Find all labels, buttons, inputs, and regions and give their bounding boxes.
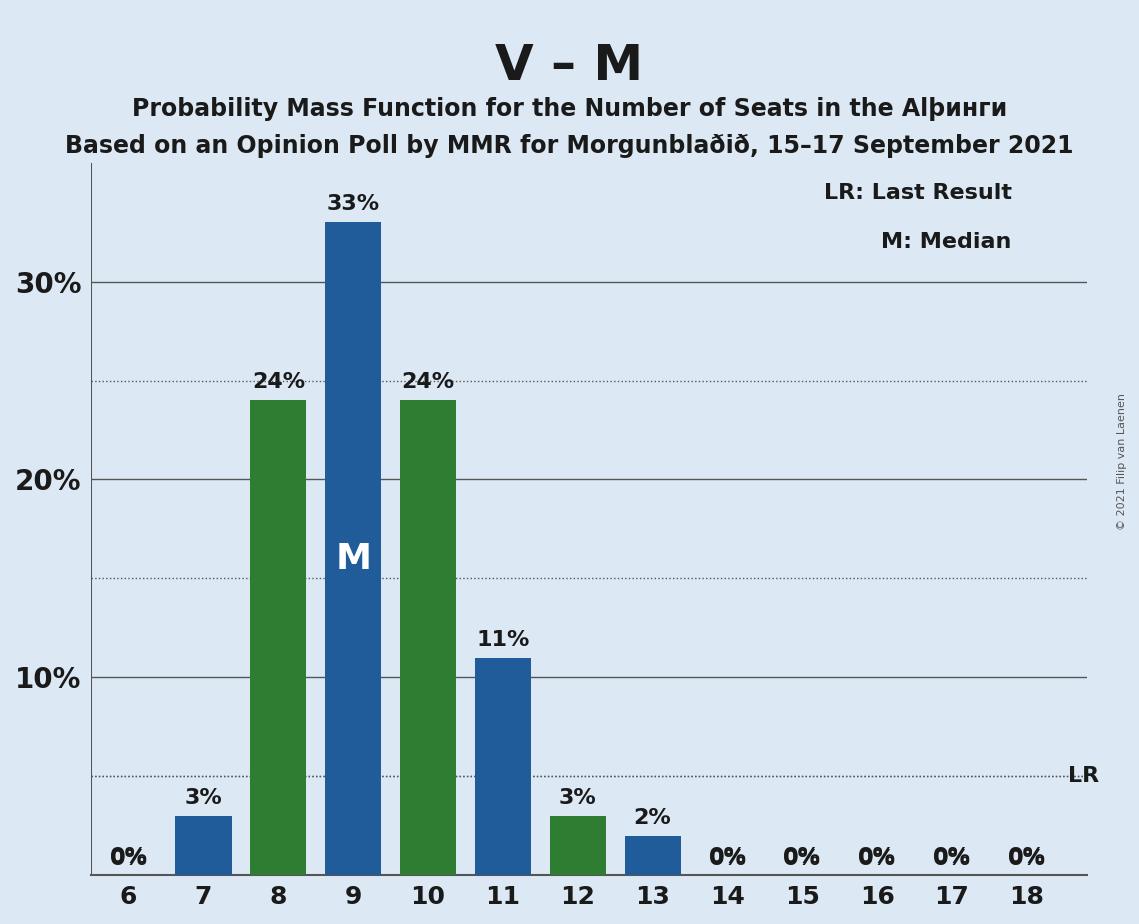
Text: 0%: 0% xyxy=(858,847,896,868)
Text: 0%: 0% xyxy=(109,847,148,868)
Text: 0%: 0% xyxy=(784,849,821,869)
Text: 0%: 0% xyxy=(1008,847,1046,868)
Text: 33%: 33% xyxy=(327,194,379,214)
Bar xyxy=(400,400,456,875)
Text: 0%: 0% xyxy=(1008,849,1046,869)
Text: 0%: 0% xyxy=(109,849,148,869)
Text: Probability Mass Function for the Number of Seats in the Alþинги: Probability Mass Function for the Number… xyxy=(132,97,1007,121)
Bar xyxy=(550,816,606,875)
Text: 11%: 11% xyxy=(476,629,530,650)
Text: 0%: 0% xyxy=(858,849,896,869)
Text: LR: LR xyxy=(1068,766,1099,786)
Text: 3%: 3% xyxy=(185,788,222,808)
Bar xyxy=(251,400,306,875)
Text: 24%: 24% xyxy=(252,372,305,393)
Text: M: Median: M: Median xyxy=(882,232,1011,252)
Text: 24%: 24% xyxy=(401,372,454,393)
Bar xyxy=(325,222,382,875)
Text: 3%: 3% xyxy=(559,788,597,808)
Text: LR: Last Result: LR: Last Result xyxy=(823,183,1011,202)
Text: 0%: 0% xyxy=(708,847,746,868)
Text: Based on an Opinion Poll by MMR for Morgunblaðið, 15–17 September 2021: Based on an Opinion Poll by MMR for Morg… xyxy=(65,134,1074,158)
Text: 0%: 0% xyxy=(708,849,746,869)
Bar xyxy=(475,658,531,875)
Bar xyxy=(175,816,231,875)
Text: 0%: 0% xyxy=(933,847,970,868)
Text: 2%: 2% xyxy=(633,808,672,828)
Text: 0%: 0% xyxy=(933,849,970,869)
Text: V – M: V – M xyxy=(495,42,644,90)
Bar xyxy=(624,835,681,875)
Text: M: M xyxy=(335,541,371,576)
Text: © 2021 Filip van Laenen: © 2021 Filip van Laenen xyxy=(1117,394,1126,530)
Text: 0%: 0% xyxy=(784,847,821,868)
